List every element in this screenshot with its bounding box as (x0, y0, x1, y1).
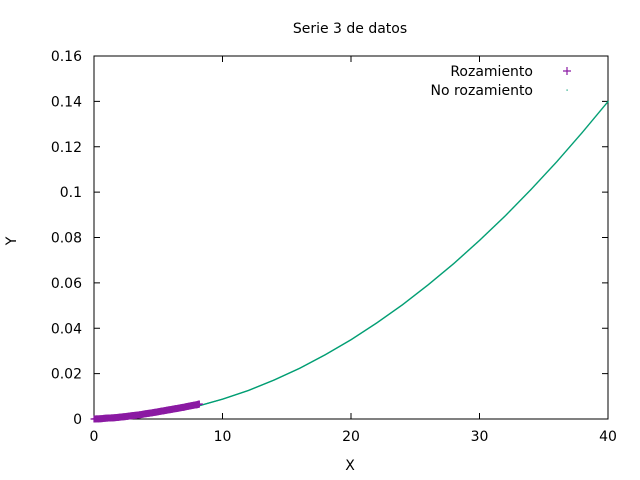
y-tick-label: 0.08 (51, 231, 82, 247)
y-tick-label: 0.12 (51, 140, 82, 156)
series-rozamiento (90, 400, 203, 423)
plot-frame (93, 55, 609, 420)
x-tick-label: 0 (90, 429, 99, 445)
series-layer (90, 100, 609, 423)
rozamiento-point (195, 400, 203, 408)
x-tick-label: 20 (342, 429, 360, 445)
y-tick-label: 0.06 (51, 276, 82, 292)
series-no-rozamiento (93, 100, 609, 420)
y-axis-label: Y (4, 236, 20, 246)
ticks: 0 10 20 30 40 0 0.02 0.04 0.06 0.08 0.1 0.12 0.14 0.1… (51, 49, 617, 445)
legend-marker-rozamiento (563, 67, 571, 75)
x-tick-label: 40 (599, 429, 617, 445)
legend-label-rozamiento: Rozamiento (450, 64, 533, 80)
y-tick-label: 0.04 (51, 321, 82, 337)
x-tick-label: 10 (214, 429, 232, 445)
y-tick-label: 0 (73, 412, 82, 428)
y-tick-label: 0.14 (51, 94, 82, 110)
y-tick-label: 0.16 (51, 49, 82, 65)
y-tick-label: 0.02 (51, 367, 82, 383)
legend-marker-no-rozamiento (566, 89, 568, 91)
x-tick-label: 30 (471, 429, 489, 445)
legend-label-no-rozamiento: No rozamiento (431, 83, 534, 99)
no-rozamiento-point (607, 100, 609, 103)
x-axis-label: X (345, 458, 355, 474)
chart-title: Serie 3 de datos (293, 21, 407, 37)
legend: Rozamiento No rozamiento (431, 64, 571, 99)
y-tick-label: 0.1 (60, 185, 82, 201)
